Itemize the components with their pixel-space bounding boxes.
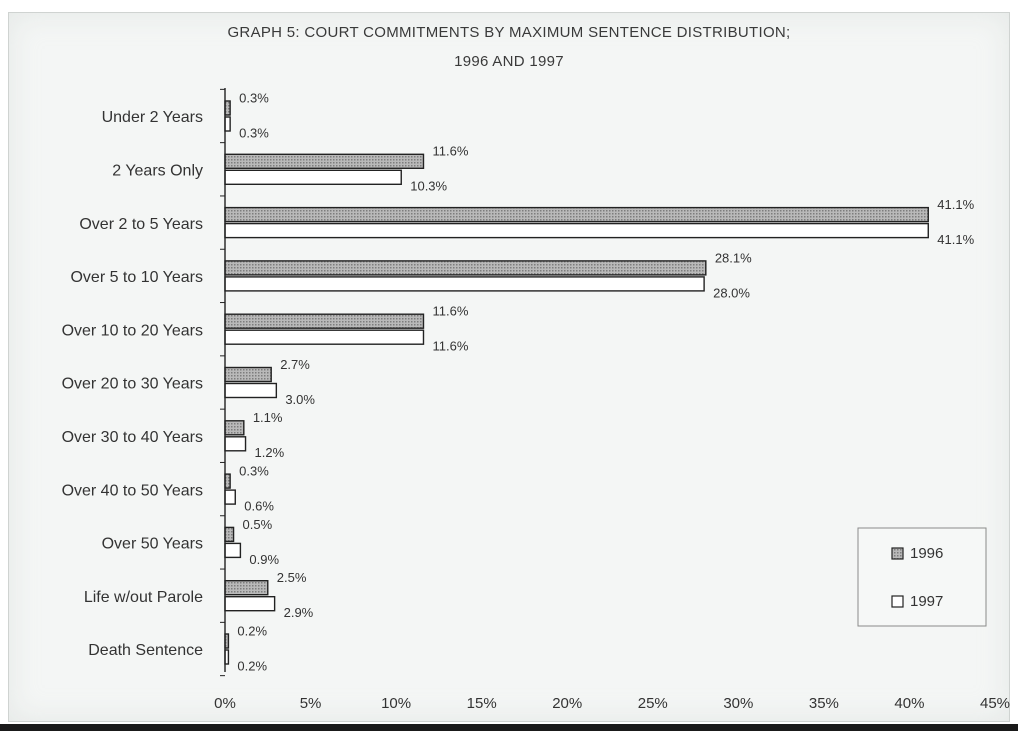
x-tick-label: 15% bbox=[467, 695, 497, 712]
x-tick-label: 45% bbox=[980, 695, 1010, 712]
data-label-1997-over-50-years: 0.9% bbox=[249, 552, 279, 567]
x-tick-label: 25% bbox=[638, 695, 668, 712]
bar-1996-under-2-years bbox=[224, 100, 231, 116]
category-label-2-years-only: 2 Years Only bbox=[112, 163, 203, 180]
data-label-1997-over-10-to-20-years: 11.6% bbox=[432, 339, 468, 354]
legend: 1996 1997 bbox=[857, 527, 987, 627]
bar-1996-over-10-to-20-years bbox=[224, 313, 425, 329]
legend-label-1996: 1996 bbox=[910, 545, 943, 562]
category-label-under-2-years: Under 2 Years bbox=[102, 109, 203, 126]
chart-frame bbox=[8, 12, 1010, 722]
chart-subtitle: 1996 AND 1997 bbox=[454, 53, 564, 70]
chart-title-block: GRAPH 5: COURT COMMITMENTS BY MAXIMUM SE… bbox=[0, 18, 1018, 76]
category-label-over-20-to-30-years: Over 20 to 30 Years bbox=[62, 376, 203, 393]
x-tick-label: 20% bbox=[552, 695, 582, 712]
x-tick-label: 40% bbox=[894, 695, 924, 712]
category-label-over-10-to-20-years: Over 10 to 20 Years bbox=[62, 322, 203, 339]
bar-1996-life-w-out-parole bbox=[224, 580, 269, 596]
data-label-1996-over-5-to-10-years: 28.1% bbox=[715, 250, 752, 265]
data-label-1997-over-2-to-5-years: 41.1% bbox=[937, 232, 974, 247]
x-tick-label: 0% bbox=[214, 695, 236, 712]
data-label-1996-under-2-years: 0.3% bbox=[239, 90, 269, 105]
data-label-1996-life-w-out-parole: 2.5% bbox=[277, 570, 307, 585]
x-tick-label: 10% bbox=[381, 695, 411, 712]
data-label-1996-over-20-to-30-years: 2.7% bbox=[280, 357, 310, 372]
data-label-1997-over-5-to-10-years: 28.0% bbox=[713, 285, 750, 300]
bar-1997-over-10-to-20-years bbox=[224, 329, 425, 345]
x-tick-label: 35% bbox=[809, 695, 839, 712]
data-label-1996-over-10-to-20-years: 11.6% bbox=[432, 304, 468, 319]
legend-swatch-1997 bbox=[891, 595, 904, 608]
data-label-1997-over-30-to-40-years: 1.2% bbox=[255, 445, 285, 460]
data-labels-layer: 0.3% 0.3% 11.6% 10.3% 41.1% 41.1% 28.1% 28.0% 11… bbox=[237, 90, 974, 673]
bar-1996-over-2-to-5-years bbox=[224, 206, 929, 223]
data-label-1997-under-2-years: 0.3% bbox=[239, 125, 269, 140]
legend-swatch-1996 bbox=[891, 547, 904, 560]
data-label-1996-over-50-years: 0.5% bbox=[243, 517, 273, 532]
data-label-1997-over-40-to-50-years: 0.6% bbox=[244, 499, 274, 514]
data-label-1997-over-20-to-30-years: 3.0% bbox=[285, 392, 315, 407]
category-label-over-2-to-5-years: Over 2 to 5 Years bbox=[79, 216, 203, 233]
bars-layer bbox=[224, 100, 929, 665]
data-label-1996-over-30-to-40-years: 1.1% bbox=[253, 410, 283, 425]
data-label-1996-over-40-to-50-years: 0.3% bbox=[239, 464, 269, 479]
data-label-1997-2-years-only: 10.3% bbox=[410, 179, 447, 194]
bar-1997-life-w-out-parole bbox=[224, 596, 276, 612]
data-label-1996-2-years-only: 11.6% bbox=[432, 144, 468, 159]
legend-label-1997: 1997 bbox=[910, 593, 943, 610]
bar-1996-over-30-to-40-years bbox=[224, 420, 245, 436]
data-label-1996-over-2-to-5-years: 41.1% bbox=[937, 197, 974, 212]
category-labels-layer: Under 2 Years 2 Years Only Over 2 to 5 Yea… bbox=[62, 109, 204, 659]
category-label-over-50-years: Over 50 Years bbox=[102, 536, 203, 553]
x-tick-label: 5% bbox=[300, 695, 322, 712]
category-label-over-40-to-50-years: Over 40 to 50 Years bbox=[62, 482, 203, 499]
bar-1996-over-50-years bbox=[224, 526, 235, 543]
category-label-over-5-to-10-years: Over 5 to 10 Years bbox=[70, 269, 203, 286]
bar-1997-under-2-years bbox=[224, 116, 231, 132]
bar-1996-over-5-to-10-years bbox=[224, 260, 707, 276]
bar-1997-over-20-to-30-years bbox=[224, 382, 278, 399]
bar-1997-over-30-to-40-years bbox=[224, 436, 247, 452]
data-label-1996-death-sentence: 0.2% bbox=[237, 623, 267, 638]
data-label-1997-death-sentence: 0.2% bbox=[237, 658, 267, 673]
scan-edge-bar bbox=[0, 724, 1018, 731]
bar-1997-over-2-to-5-years bbox=[224, 222, 929, 239]
chart-title: GRAPH 5: COURT COMMITMENTS BY MAXIMUM SE… bbox=[227, 24, 791, 41]
bar-1997-2-years-only bbox=[224, 169, 402, 186]
category-label-over-30-to-40-years: Over 30 to 40 Years bbox=[62, 429, 203, 446]
category-label-life-w-out-parole: Life w/out Parole bbox=[84, 589, 203, 606]
bar-1997-over-50-years bbox=[224, 542, 242, 559]
bar-1996-2-years-only bbox=[224, 153, 425, 170]
bar-1997-over-5-to-10-years bbox=[224, 276, 705, 292]
x-tick-label: 30% bbox=[723, 695, 753, 712]
bar-1997-over-40-to-50-years bbox=[224, 489, 236, 505]
data-label-1997-life-w-out-parole: 2.9% bbox=[284, 605, 314, 620]
category-label-death-sentence: Death Sentence bbox=[88, 642, 203, 659]
legend-box bbox=[857, 527, 987, 627]
bar-1996-over-40-to-50-years bbox=[224, 473, 231, 489]
axis-layer: 0% 5% 10% 15% 20% 25% 30% 35% 40% 45% bbox=[214, 88, 1010, 712]
bar-1996-over-20-to-30-years bbox=[224, 366, 272, 383]
